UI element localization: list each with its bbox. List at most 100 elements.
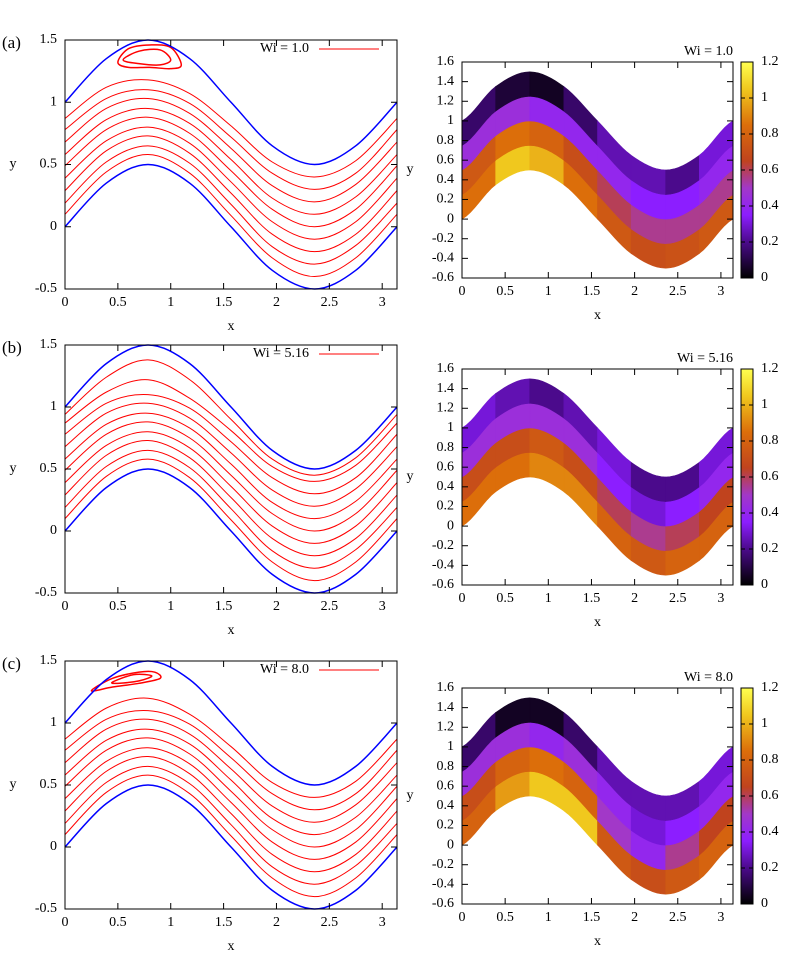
- y-tick-label: 1: [50, 399, 57, 414]
- y-tick-label: -0.5: [35, 901, 57, 916]
- y-tick-label: 1.5: [40, 337, 58, 352]
- y-tick-label: -0.4: [432, 558, 454, 573]
- x-tick-label: 2: [273, 915, 280, 930]
- x-tick-label: 3: [717, 910, 724, 925]
- streamline: [65, 126, 397, 240]
- streamline: [65, 107, 397, 215]
- y-tick-label: 0.6: [437, 459, 455, 474]
- streamline: [65, 402, 397, 507]
- y-axis-label: y: [10, 777, 17, 792]
- y-tick-label: -0.2: [432, 538, 454, 553]
- y-tick-label: -0.4: [432, 877, 454, 892]
- y-tick-label: 0: [50, 523, 57, 538]
- y-tick-label: 1: [447, 420, 454, 435]
- x-tick-label: 2.5: [321, 295, 339, 310]
- colorbar-tick-label: 0.2: [761, 234, 779, 249]
- colorbar-tick-label: 0.6: [761, 788, 779, 803]
- x-tick-label: 0.5: [109, 915, 127, 930]
- streamline: [65, 145, 397, 265]
- x-tick-label: 2.5: [669, 284, 687, 299]
- legend-label: Wi = 1.0: [260, 41, 309, 56]
- streamline: [65, 89, 397, 190]
- y-axis-label: y: [10, 157, 17, 172]
- streamline: [65, 709, 397, 811]
- panel-title: Wi = 1.0: [684, 44, 733, 59]
- colorbar-tick-label: 0.8: [761, 752, 779, 767]
- y-tick-label: 0.2: [437, 818, 455, 833]
- x-tick-label: 2: [631, 591, 638, 606]
- y-tick-label: -0.6: [432, 270, 454, 285]
- y-tick-label: -0.6: [432, 896, 454, 911]
- wall: [65, 344, 397, 470]
- x-tick-label: 0: [62, 915, 69, 930]
- x-tick-label: 2: [631, 284, 638, 299]
- y-axis-label: y: [407, 162, 414, 177]
- x-tick-label: 3: [717, 591, 724, 606]
- x-axis-label: x: [228, 319, 235, 334]
- legend-label: Wi = 8.0: [260, 662, 309, 677]
- streamline: [65, 154, 397, 278]
- x-tick-label: 2: [273, 295, 280, 310]
- y-tick-label: 0.6: [437, 152, 455, 167]
- colorbar-tick-label: 0.2: [761, 541, 779, 556]
- x-tick-label: 3: [379, 915, 386, 930]
- plot-area: [65, 39, 397, 290]
- colorbar-tick-label: 1: [761, 90, 768, 105]
- colorbar-tick-label: 0.6: [761, 469, 779, 484]
- colorbar-tick-label: 0: [761, 896, 768, 911]
- streamline: [65, 379, 397, 482]
- colorbar-tick-label: 1.2: [761, 680, 779, 695]
- x-tick-label: 1: [167, 915, 174, 930]
- streamline: [65, 97, 397, 203]
- streamline: [65, 697, 397, 798]
- y-tick-label: 0.4: [437, 172, 455, 187]
- panel-title: Wi = 5.16: [677, 351, 733, 366]
- x-tick-label: 1: [545, 284, 552, 299]
- y-tick-label: 0.5: [40, 461, 58, 476]
- plot-frame: [461, 687, 734, 905]
- colorbar-tick-label: 0: [761, 577, 768, 592]
- y-tick-label: -0.4: [432, 251, 454, 266]
- y-tick-label: 0: [447, 837, 454, 852]
- y-tick-label: 1: [447, 113, 454, 128]
- wall: [65, 39, 397, 166]
- streamline: [65, 737, 397, 848]
- streamline: [65, 431, 397, 544]
- colorbar-tick-label: 1: [761, 397, 768, 412]
- streamline: [65, 774, 397, 898]
- y-tick-label: 1.6: [437, 680, 455, 695]
- y-tick-label: -0.5: [35, 585, 57, 600]
- wall: [65, 468, 397, 594]
- plot-frame: [461, 368, 734, 586]
- y-tick-label: 0.5: [40, 777, 58, 792]
- y-tick-label: 0.2: [437, 499, 455, 514]
- x-tick-label: 2: [273, 599, 280, 614]
- streamline: [65, 421, 397, 532]
- y-tick-label: 1.4: [437, 74, 455, 89]
- x-tick-label: 2.5: [669, 591, 687, 606]
- y-tick-label: 1.6: [437, 54, 455, 69]
- x-tick-label: 1.5: [215, 295, 233, 310]
- y-tick-label: -0.2: [432, 231, 454, 246]
- panel-label: (c): [2, 654, 21, 673]
- x-tick-label: 0: [459, 284, 466, 299]
- legend-label: Wi = 5.16: [253, 346, 309, 361]
- x-axis-label: x: [228, 939, 235, 954]
- x-tick-label: 1.5: [583, 910, 601, 925]
- x-tick-label: 1.5: [583, 284, 601, 299]
- x-tick-label: 0: [459, 910, 466, 925]
- colorbar-tick-label: 0.6: [761, 162, 779, 177]
- y-tick-label: -0.6: [432, 577, 454, 592]
- x-tick-label: 1: [167, 599, 174, 614]
- streamline: [65, 718, 397, 823]
- y-tick-label: 1.6: [437, 361, 455, 376]
- colorbar-tick-label: 1.2: [761, 361, 779, 376]
- x-axis-label: x: [594, 934, 601, 949]
- streamline: [65, 728, 397, 836]
- x-tick-label: 2: [631, 910, 638, 925]
- y-tick-label: 1.4: [437, 381, 455, 396]
- x-axis-label: x: [594, 308, 601, 323]
- x-tick-label: 1.5: [583, 591, 601, 606]
- streamline: [65, 412, 397, 520]
